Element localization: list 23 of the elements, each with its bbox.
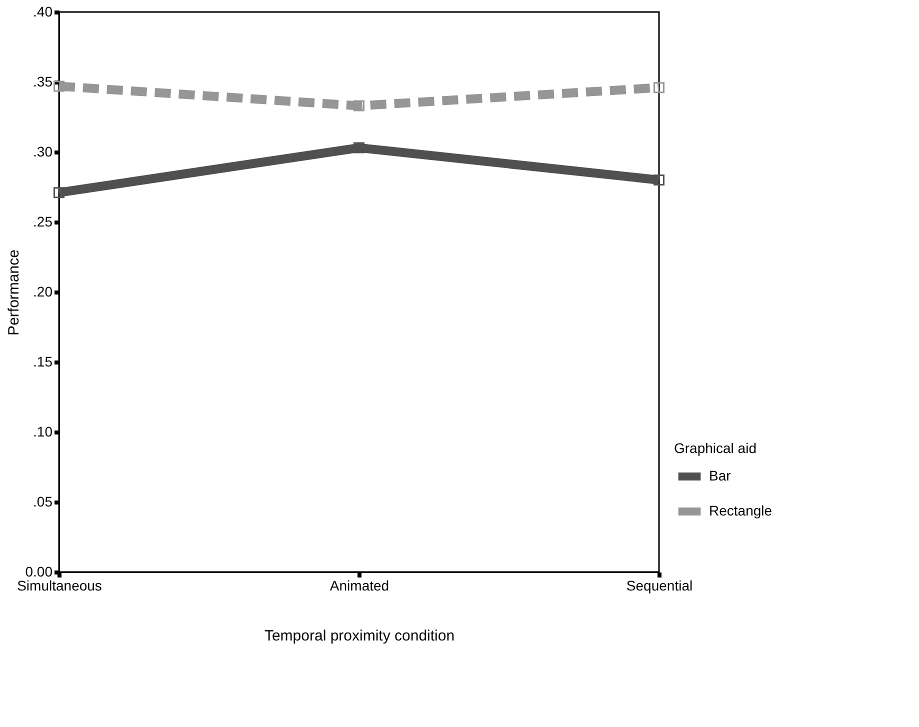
legend-label: Bar — [709, 468, 732, 484]
y-tick-label: .35 — [33, 74, 53, 90]
x-tick-label: Sequential — [626, 578, 693, 594]
y-tick-label: .05 — [33, 494, 53, 510]
y-tick-label: .30 — [33, 144, 53, 160]
point — [54, 187, 64, 198]
point — [354, 100, 364, 112]
point — [54, 80, 64, 92]
point — [654, 174, 664, 186]
x-tick-label: Simultaneous — [17, 578, 102, 594]
y-tick-label: .10 — [33, 424, 53, 440]
x-tick-label: Animated — [330, 578, 390, 594]
y-tick-label: .40 — [33, 4, 53, 20]
y-tick-label: .15 — [33, 354, 53, 370]
y-tick-label: 0.00 — [25, 564, 53, 580]
point — [354, 142, 364, 154]
y-tick-label: .25 — [33, 214, 53, 230]
y-tick-label: .20 — [33, 284, 53, 300]
legend-title: Graphical aid — [674, 440, 756, 456]
legend-label: Rectangle — [709, 502, 772, 518]
y-axis-title: Performance — [5, 250, 22, 336]
x-axis-title: Temporal proximity condition — [264, 628, 455, 644]
point — [654, 82, 664, 94]
